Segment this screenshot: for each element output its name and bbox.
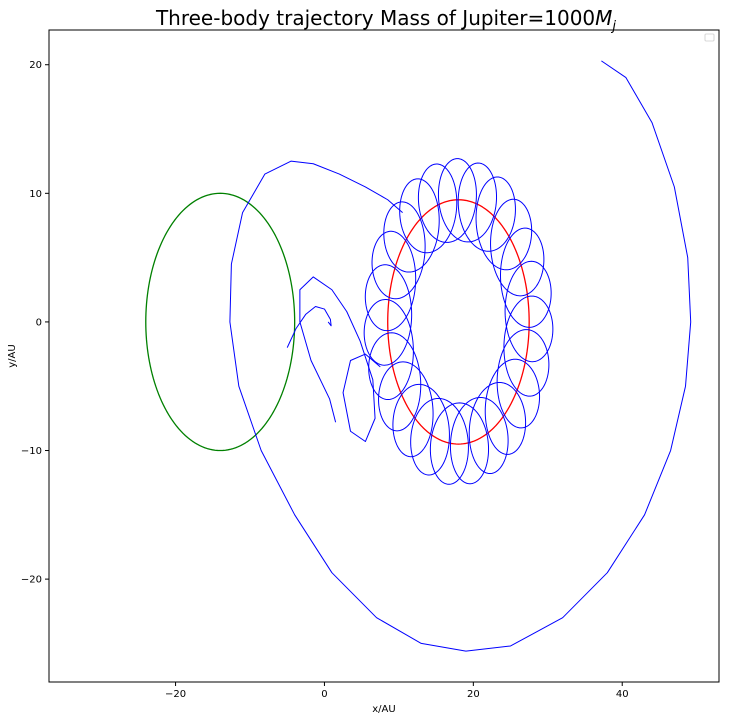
y-axis-label: y/AU: [7, 344, 18, 367]
series-path-4: [299, 276, 381, 443]
series-path-5: [286, 305, 332, 348]
chart-title-text: Three-body trajectory Mass of Jupiter=10…: [155, 6, 595, 30]
x-tick-label: 40: [616, 689, 629, 700]
chart-title: Three-body trajectory Mass of Jupiter=10…: [155, 6, 616, 34]
legend-box: [704, 33, 715, 42]
x-tick-label: −20: [165, 689, 186, 700]
y-tick-label: −20: [21, 575, 42, 586]
series-circle-0: [145, 192, 296, 452]
y-tick-label: 10: [29, 189, 42, 200]
y-tick-label: 20: [29, 60, 42, 71]
series-path-2: [229, 60, 692, 652]
chart-title-math: M: [595, 6, 612, 30]
ticks-layer: −20 0 20 40 −20 −10 0 10 20: [21, 60, 629, 700]
y-tick-label: 0: [36, 317, 42, 328]
chart-title-math-sub: j: [610, 19, 616, 34]
y-tick-label: −10: [21, 446, 42, 457]
x-tick-label: 20: [467, 689, 480, 700]
x-axis-label: x/AU: [372, 704, 395, 715]
series-loop_band-3: [363, 158, 554, 485]
series-layer: [145, 60, 692, 652]
axes-frame: [48, 29, 720, 683]
x-tick-label: 0: [321, 689, 327, 700]
